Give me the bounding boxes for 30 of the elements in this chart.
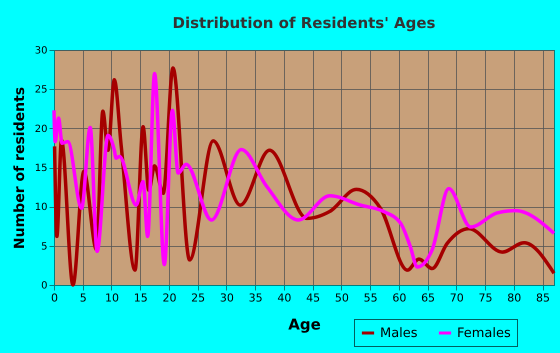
- x-tick-label: 65: [421, 292, 436, 304]
- x-tick-label: 80: [507, 292, 522, 304]
- y-tick-label: 5: [41, 241, 48, 252]
- x-axis-title: Age: [288, 316, 321, 334]
- chart-title: Distribution of Residents' Ages: [172, 14, 436, 32]
- x-tick-label: 60: [392, 292, 406, 304]
- y-tick-label: 25: [34, 84, 48, 96]
- x-tick-label: 30: [220, 292, 234, 304]
- x-tick-label: 85: [536, 292, 550, 304]
- y-tick-label: 0: [41, 280, 48, 292]
- x-tick-label: 75: [478, 292, 493, 304]
- y-tick-label: 30: [34, 46, 48, 56]
- x-tick-label: 25: [191, 292, 206, 304]
- x-tick-label: 10: [104, 292, 119, 304]
- x-tick-label: 55: [364, 292, 378, 304]
- x-tick-label: 70: [450, 292, 464, 304]
- x-tick-label: 35: [248, 292, 263, 304]
- y-axis-title: Number of residents: [12, 86, 28, 250]
- x-tick-label: 45: [306, 292, 320, 304]
- y-tick-label: 15: [34, 163, 48, 174]
- x-tick-label: 5: [80, 292, 87, 304]
- x-tick-label: 15: [134, 292, 148, 304]
- legend-label: Females: [457, 326, 512, 341]
- x-tick-label: 20: [162, 292, 176, 304]
- y-tick-label: 10: [34, 202, 48, 214]
- y-tick-label: 20: [34, 124, 48, 135]
- x-tick-label: 50: [334, 292, 349, 304]
- x-tick-label: 0: [51, 292, 58, 304]
- legend-label: Males: [380, 326, 418, 341]
- x-tick-label: 40: [277, 292, 292, 304]
